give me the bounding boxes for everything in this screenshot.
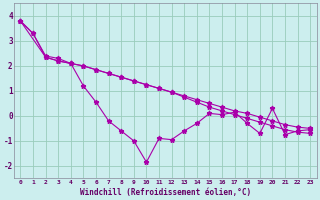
X-axis label: Windchill (Refroidissement éolien,°C): Windchill (Refroidissement éolien,°C) [80,188,251,197]
